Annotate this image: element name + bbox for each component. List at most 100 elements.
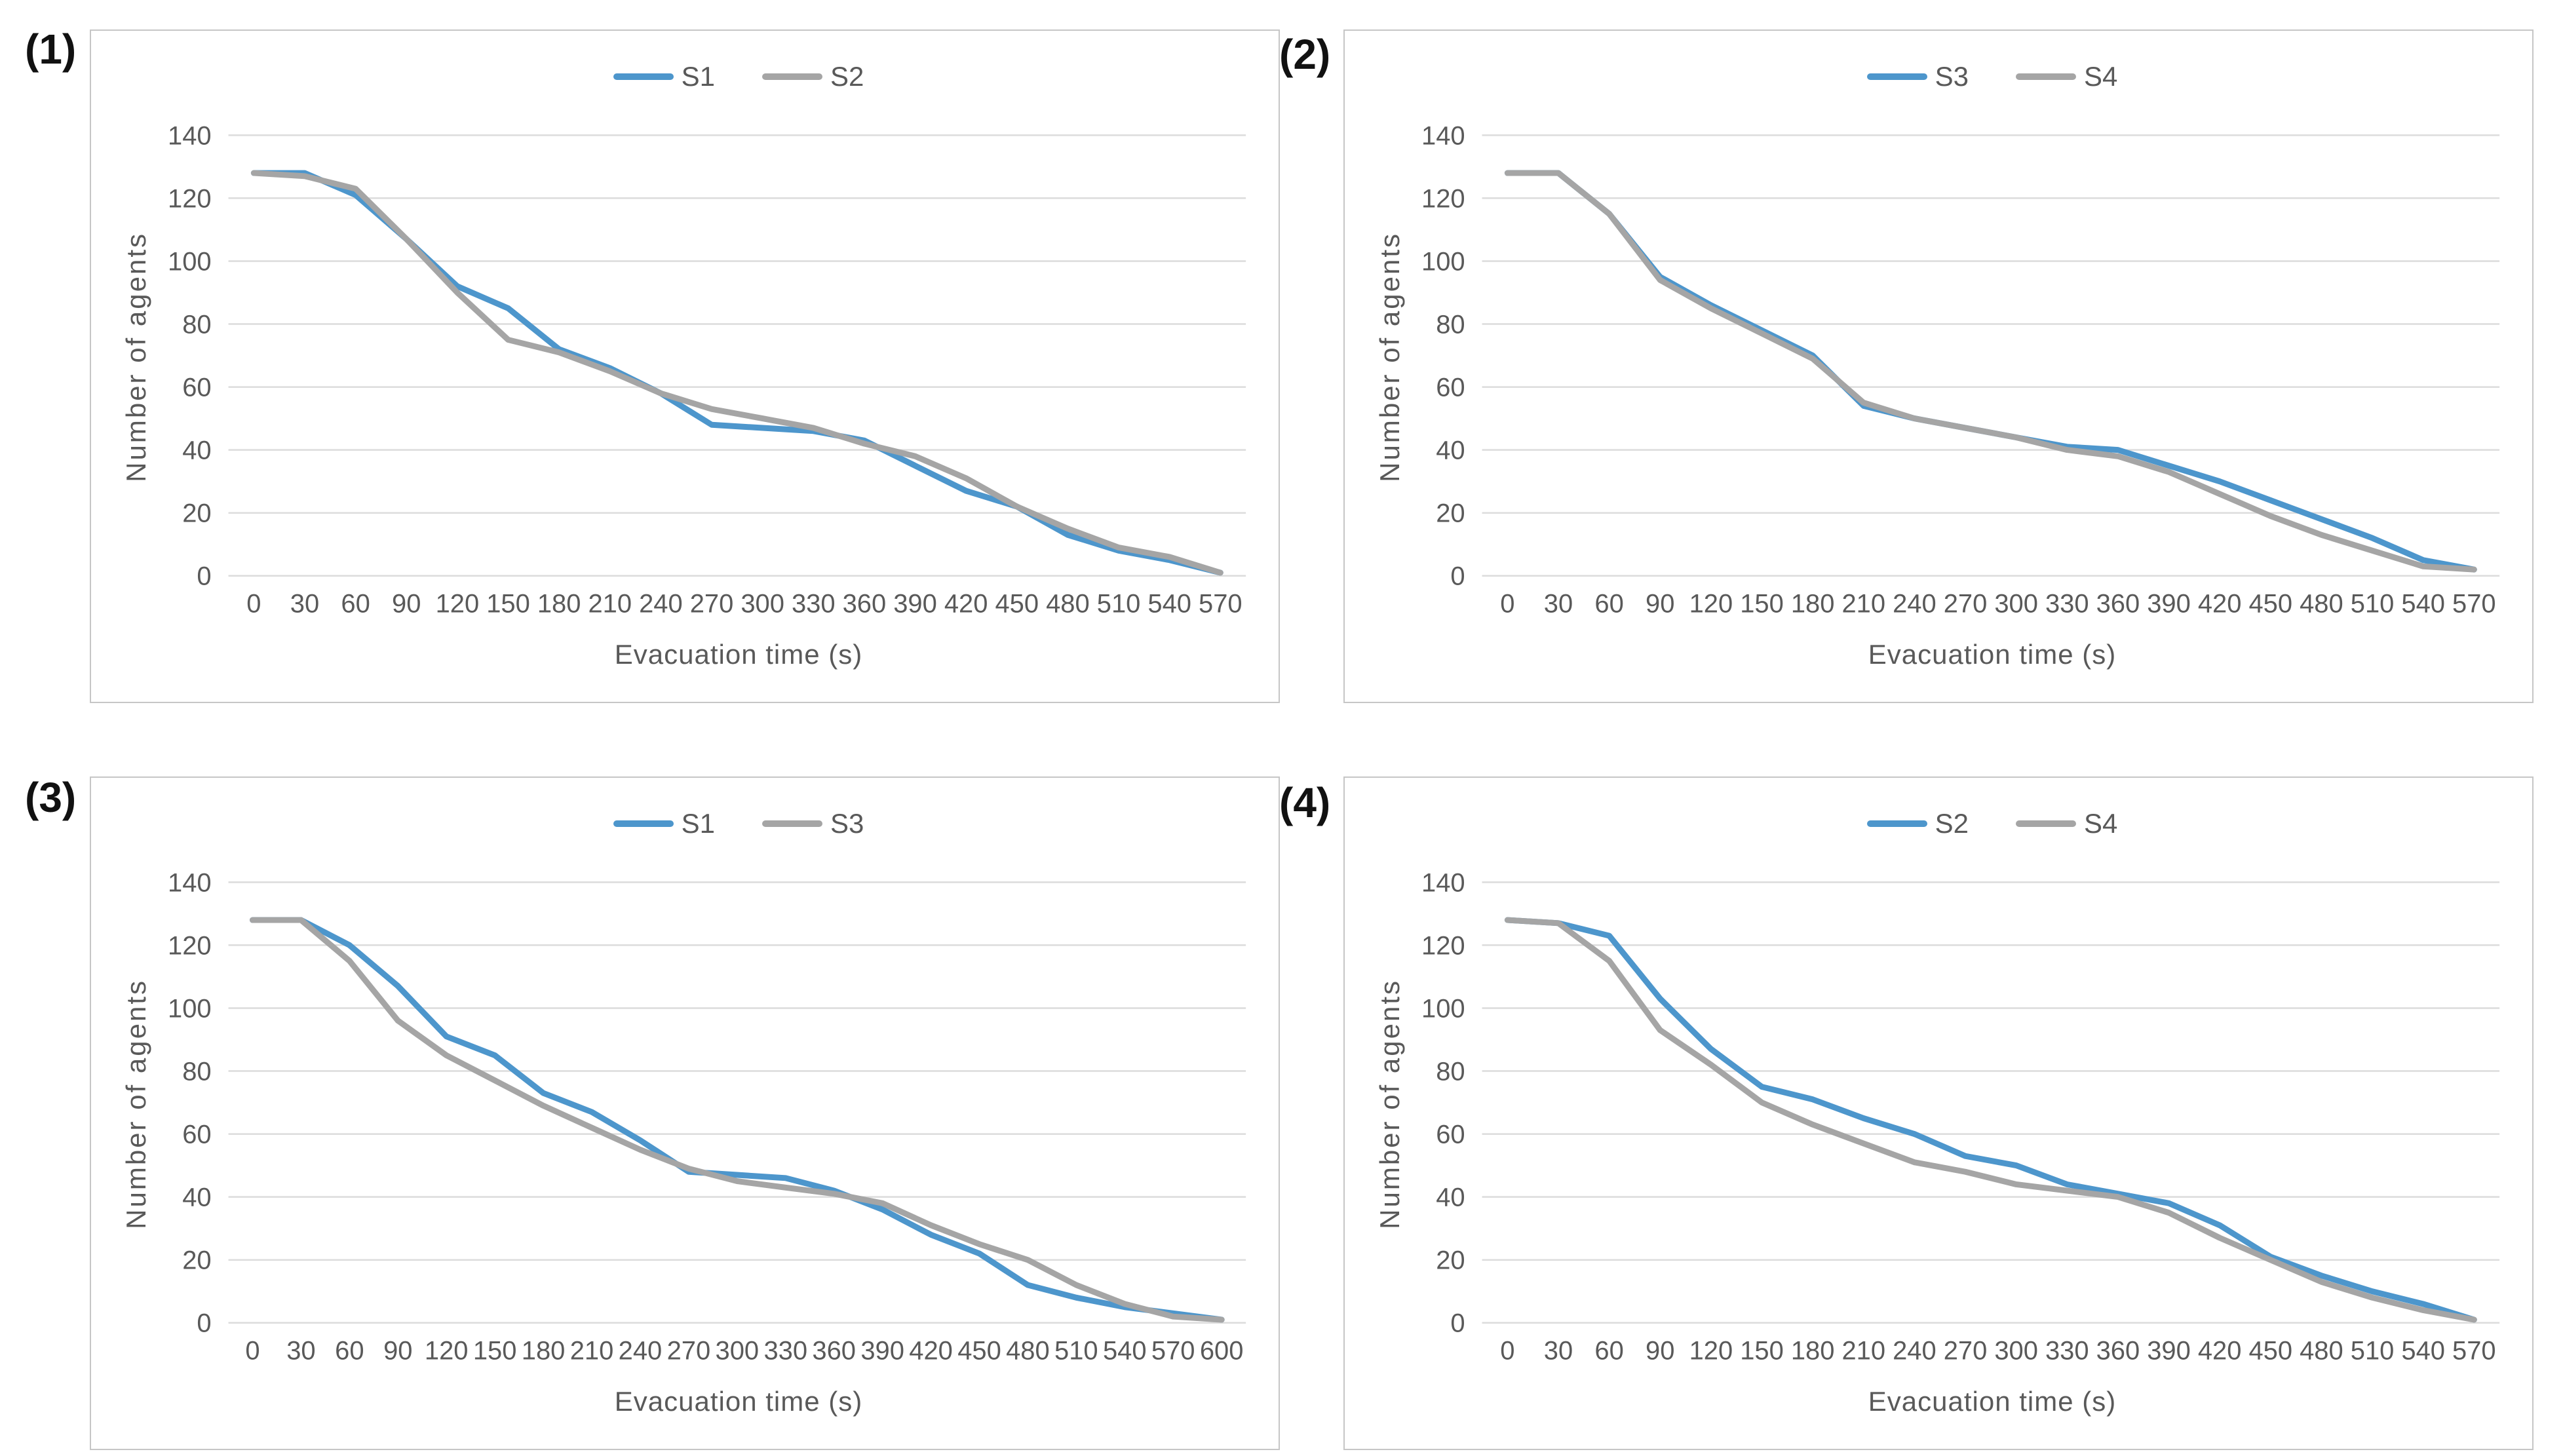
x-tick-label-450: 450 bbox=[2248, 590, 2292, 619]
x-tick-label-480: 480 bbox=[1046, 590, 1090, 619]
x-tick-label-30: 30 bbox=[1544, 1337, 1573, 1366]
y-tick-label-20: 20 bbox=[182, 499, 211, 528]
x-tick-label-450: 450 bbox=[957, 1337, 1001, 1366]
y-tick-label-40: 40 bbox=[1436, 1183, 1465, 1212]
x-tick-label-510: 510 bbox=[1097, 590, 1141, 619]
legend-swatch-S4 bbox=[2016, 73, 2076, 80]
x-tick-label-390: 390 bbox=[2147, 1337, 2191, 1366]
legend-item-S2: S2 bbox=[1866, 808, 1969, 839]
x-tick-label-450: 450 bbox=[2248, 1337, 2292, 1366]
x-tick-label-540: 540 bbox=[1103, 1337, 1147, 1366]
gridlines-and-yticks: 0 20 40 60 80 100 120 140 bbox=[168, 868, 1246, 1338]
y-tick-label-40: 40 bbox=[182, 1183, 211, 1212]
x-tick-labels: 0 30 60 90 120 150 180 210 240 270 300 330 360 390 420… bbox=[1500, 590, 2496, 619]
x-tick-label-600: 600 bbox=[1200, 1337, 1244, 1366]
legend-swatch-S1 bbox=[613, 820, 674, 827]
x-tick-label-360: 360 bbox=[2096, 1337, 2140, 1366]
x-tick-label-150: 150 bbox=[1740, 1337, 1784, 1366]
y-tick-label-140: 140 bbox=[1421, 121, 1465, 150]
series-line-S4 bbox=[1504, 170, 2477, 573]
x-tick-label-90: 90 bbox=[1646, 590, 1674, 619]
x-tick-label-270: 270 bbox=[690, 590, 734, 619]
chart2-y-axis-title: Number of agents bbox=[1374, 231, 1405, 482]
x-tick-label-210: 210 bbox=[1841, 590, 1885, 619]
x-tick-label-480: 480 bbox=[2300, 590, 2343, 619]
chart-panel-3: 0 20 40 60 80 100 120 140 0 30 60 90 120 150 180 210 240… bbox=[90, 776, 1280, 1450]
x-tick-label-60: 60 bbox=[1594, 590, 1623, 619]
chart2-index-label: (2) bbox=[1279, 31, 1331, 78]
legend-label-S3: S3 bbox=[1935, 61, 1969, 92]
x-tick-label-240: 240 bbox=[619, 1337, 663, 1366]
x-tick-label-180: 180 bbox=[1791, 590, 1835, 619]
y-tick-label-0: 0 bbox=[1450, 562, 1465, 591]
x-tick-label-570: 570 bbox=[1151, 1337, 1195, 1366]
x-tick-label-0: 0 bbox=[246, 590, 261, 619]
x-tick-label-570: 570 bbox=[1199, 590, 1243, 619]
y-tick-label-40: 40 bbox=[1436, 436, 1465, 465]
x-tick-label-240: 240 bbox=[1893, 590, 1937, 619]
x-tick-label-0: 0 bbox=[245, 1337, 260, 1366]
legend-item-S4: S4 bbox=[2016, 808, 2117, 839]
x-tick-label-450: 450 bbox=[995, 590, 1039, 619]
legend-label-S3: S3 bbox=[830, 808, 864, 839]
x-tick-label-270: 270 bbox=[1944, 1337, 1988, 1366]
x-tick-label-360: 360 bbox=[2096, 590, 2140, 619]
x-tick-label-150: 150 bbox=[473, 1337, 517, 1366]
y-tick-label-60: 60 bbox=[182, 374, 211, 402]
x-tick-label-510: 510 bbox=[2351, 590, 2395, 619]
x-tick-label-570: 570 bbox=[2452, 1337, 2496, 1366]
x-tick-label-300: 300 bbox=[1994, 1337, 2038, 1366]
x-tick-label-210: 210 bbox=[588, 590, 632, 619]
chart1-y-axis-title-wrap: Number of agents bbox=[113, 136, 159, 578]
chart2-x-axis-title: Evacuation time (s) bbox=[1868, 639, 2117, 670]
x-tick-labels: 0 30 60 90 120 150 180 210 240 270 300 330 360 390 420… bbox=[246, 590, 1242, 619]
series-line-S2 bbox=[250, 170, 1224, 576]
x-tick-label-390: 390 bbox=[2147, 590, 2191, 619]
y-tick-label-140: 140 bbox=[168, 868, 212, 897]
x-tick-label-60: 60 bbox=[335, 1337, 364, 1366]
x-tick-labels: 0 30 60 90 120 150 180 210 240 270 300 330 360 390 420… bbox=[245, 1337, 1243, 1366]
gridlines-and-yticks: 0 20 40 60 80 100 120 140 bbox=[1421, 121, 2500, 591]
x-tick-label-330: 330 bbox=[2045, 1337, 2089, 1366]
y-tick-label-120: 120 bbox=[1421, 184, 1465, 213]
chart4-y-axis-title-wrap: Number of agents bbox=[1367, 883, 1413, 1325]
x-tick-label-510: 510 bbox=[2351, 1337, 2395, 1366]
chart1-legend: S1 S2 bbox=[229, 57, 1248, 96]
x-tick-label-330: 330 bbox=[763, 1337, 807, 1366]
x-tick-label-30: 30 bbox=[1544, 590, 1573, 619]
y-tick-label-100: 100 bbox=[1421, 994, 1465, 1023]
x-tick-label-90: 90 bbox=[1646, 1337, 1674, 1366]
legend-swatch-S4 bbox=[2016, 820, 2076, 827]
legend-label-S1: S1 bbox=[681, 808, 715, 839]
chart-panel-1: 0 20 40 60 80 100 120 140 0 30 60 90 120 150 180 210 240… bbox=[90, 29, 1280, 703]
x-tick-label-240: 240 bbox=[639, 590, 683, 619]
series-line-S1 bbox=[249, 917, 1225, 1323]
legend-swatch-S2 bbox=[1866, 820, 1927, 827]
chart3-index-label: (3) bbox=[25, 774, 77, 821]
chart4-legend: S2 S4 bbox=[1482, 804, 2502, 843]
legend-swatch-S3 bbox=[762, 820, 822, 827]
x-tick-label-300: 300 bbox=[716, 1337, 760, 1366]
x-tick-label-120: 120 bbox=[1689, 590, 1733, 619]
y-tick-label-100: 100 bbox=[168, 247, 212, 276]
y-tick-label-100: 100 bbox=[168, 994, 212, 1023]
x-tick-label-60: 60 bbox=[341, 590, 370, 619]
x-tick-label-330: 330 bbox=[2045, 590, 2089, 619]
y-tick-label-60: 60 bbox=[1436, 374, 1465, 402]
series-line-S4 bbox=[1504, 917, 2477, 1323]
x-tick-label-180: 180 bbox=[1791, 1337, 1835, 1366]
x-tick-label-60: 60 bbox=[1594, 1337, 1623, 1366]
legend-label-S4: S4 bbox=[2084, 808, 2118, 839]
y-tick-label-60: 60 bbox=[1436, 1121, 1465, 1149]
y-tick-label-20: 20 bbox=[1436, 1246, 1465, 1275]
y-tick-label-80: 80 bbox=[182, 311, 211, 339]
x-tick-label-300: 300 bbox=[1994, 590, 2038, 619]
gridlines-and-yticks: 0 20 40 60 80 100 120 140 bbox=[1421, 868, 2500, 1338]
legend-label-S1: S1 bbox=[681, 61, 715, 92]
x-tick-label-210: 210 bbox=[570, 1337, 614, 1366]
legend-swatch-S3 bbox=[1866, 73, 1927, 80]
legend-item-S4: S4 bbox=[2016, 61, 2117, 92]
y-tick-label-100: 100 bbox=[1421, 247, 1465, 276]
